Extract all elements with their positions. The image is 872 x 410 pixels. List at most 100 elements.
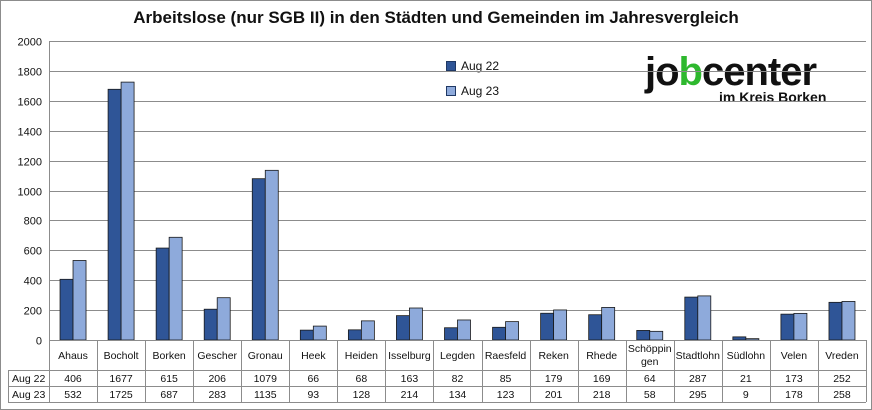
bar-aug-22 (492, 326, 506, 341)
legend-item-aug22: Aug 22 (446, 59, 499, 73)
bar-aug-23 (409, 307, 423, 341)
bar-aug-23 (745, 338, 760, 341)
data-label: 532 (64, 389, 82, 401)
data-label: 206 (208, 373, 226, 385)
bar-aug-22 (396, 315, 410, 341)
y-tick-label: 1000 (18, 187, 42, 199)
bar-aug-22 (107, 88, 122, 341)
data-label: 128 (353, 389, 371, 401)
data-label: 687 (160, 389, 178, 401)
data-label: 1079 (254, 373, 278, 385)
y-tick-label: 1400 (18, 127, 42, 139)
data-label: 21 (740, 373, 752, 385)
y-tick-label: 0 (36, 336, 42, 348)
bar-aug-23 (553, 309, 568, 341)
data-label: 258 (833, 389, 851, 401)
y-tick-label: 1800 (18, 67, 42, 79)
bar-aug-23 (601, 307, 616, 341)
category-label: Raesfeld (485, 350, 527, 362)
data-label: 283 (208, 389, 226, 401)
bar-aug-23 (264, 169, 279, 341)
chart-title: Arbeitslose (nur SGB II) in den Städten … (133, 8, 739, 27)
category-label: Heiden (345, 350, 378, 362)
bar-aug-22 (780, 313, 795, 341)
data-label: 295 (689, 389, 707, 401)
bar-aug-22 (828, 301, 843, 341)
bar-aug-22 (347, 329, 362, 341)
y-tick-label: 200 (24, 306, 42, 318)
bar-aug-22 (588, 314, 603, 341)
y-tick-label: 1200 (18, 157, 42, 169)
bar-aug-23 (841, 301, 856, 341)
bar-aug-23 (312, 325, 327, 341)
data-label: 169 (593, 373, 611, 385)
data-label: 214 (401, 389, 419, 401)
data-label: 406 (64, 373, 82, 385)
bar-aug-23 (72, 260, 87, 341)
bar-aug-22 (155, 247, 170, 341)
data-label: 58 (644, 389, 656, 401)
bar-aug-23 (120, 81, 135, 341)
data-label: 252 (833, 373, 851, 385)
data-label: 123 (497, 389, 515, 401)
bar-aug-23 (793, 312, 808, 341)
category-label: Bocholt (104, 350, 139, 362)
data-label: 218 (593, 389, 611, 401)
bar-aug-22 (732, 336, 747, 341)
data-label: 134 (449, 389, 467, 401)
legend-label-aug23: Aug 23 (461, 84, 500, 98)
bar-aug-22 (444, 327, 458, 341)
category-label: Ahaus (58, 350, 88, 362)
data-label: 1135 (254, 389, 277, 401)
legend-label-aug22: Aug 22 (461, 59, 500, 73)
data-label: 201 (545, 389, 563, 401)
category-label: Borken (153, 350, 186, 362)
legend-item-aug23: Aug 23 (446, 84, 499, 98)
table-series-label: Aug 22 (12, 373, 45, 385)
category-label: Velen (781, 350, 807, 362)
bar-aug-22 (299, 329, 314, 341)
bar-aug-22 (684, 296, 699, 341)
category-label: Isselburg (388, 350, 431, 362)
data-label: 287 (689, 373, 707, 385)
category-label: Gronau (248, 350, 283, 362)
category-label: Stadtlohn (676, 350, 721, 362)
bar-aug-22 (203, 308, 218, 341)
category-label: Rhede (586, 350, 617, 362)
data-label: 85 (500, 373, 512, 385)
bar-aug-23 (697, 295, 712, 341)
bar-aug-22 (540, 312, 555, 341)
category-label: Legden (440, 350, 475, 362)
data-label: 68 (356, 373, 368, 385)
bar-aug-23 (505, 321, 519, 341)
data-label: 64 (644, 373, 656, 385)
bar-aug-23 (649, 330, 664, 341)
data-label: 93 (307, 389, 319, 401)
y-tick-label: 800 (24, 216, 42, 228)
data-label: 163 (401, 373, 419, 385)
bar-aug-23 (216, 297, 231, 341)
legend-swatch-aug22 (446, 61, 456, 71)
category-label: Gescher (197, 350, 237, 362)
y-tick-label: 2000 (18, 37, 42, 49)
data-label: 615 (160, 373, 178, 385)
data-label: 9 (743, 389, 749, 401)
category-label: Schöppin (628, 343, 672, 355)
category-label: Heek (301, 350, 326, 362)
bar-aug-23 (457, 319, 471, 341)
category-label: Vreden (825, 350, 859, 362)
bar-aug-22 (251, 178, 266, 341)
data-label: 173 (785, 373, 803, 385)
data-label: 1725 (109, 389, 133, 401)
bar-aug-22 (636, 330, 651, 341)
data-label: 179 (545, 373, 563, 385)
y-tick-label: 1600 (18, 97, 42, 109)
y-tick-label: 400 (24, 276, 42, 288)
legend-swatch-aug23 (446, 86, 456, 96)
data-label: 178 (785, 389, 803, 401)
category-label: gen (641, 356, 659, 368)
category-label: Südlohn (727, 350, 766, 362)
bar-aug-23 (168, 236, 183, 341)
bar-aug-23 (360, 320, 375, 341)
